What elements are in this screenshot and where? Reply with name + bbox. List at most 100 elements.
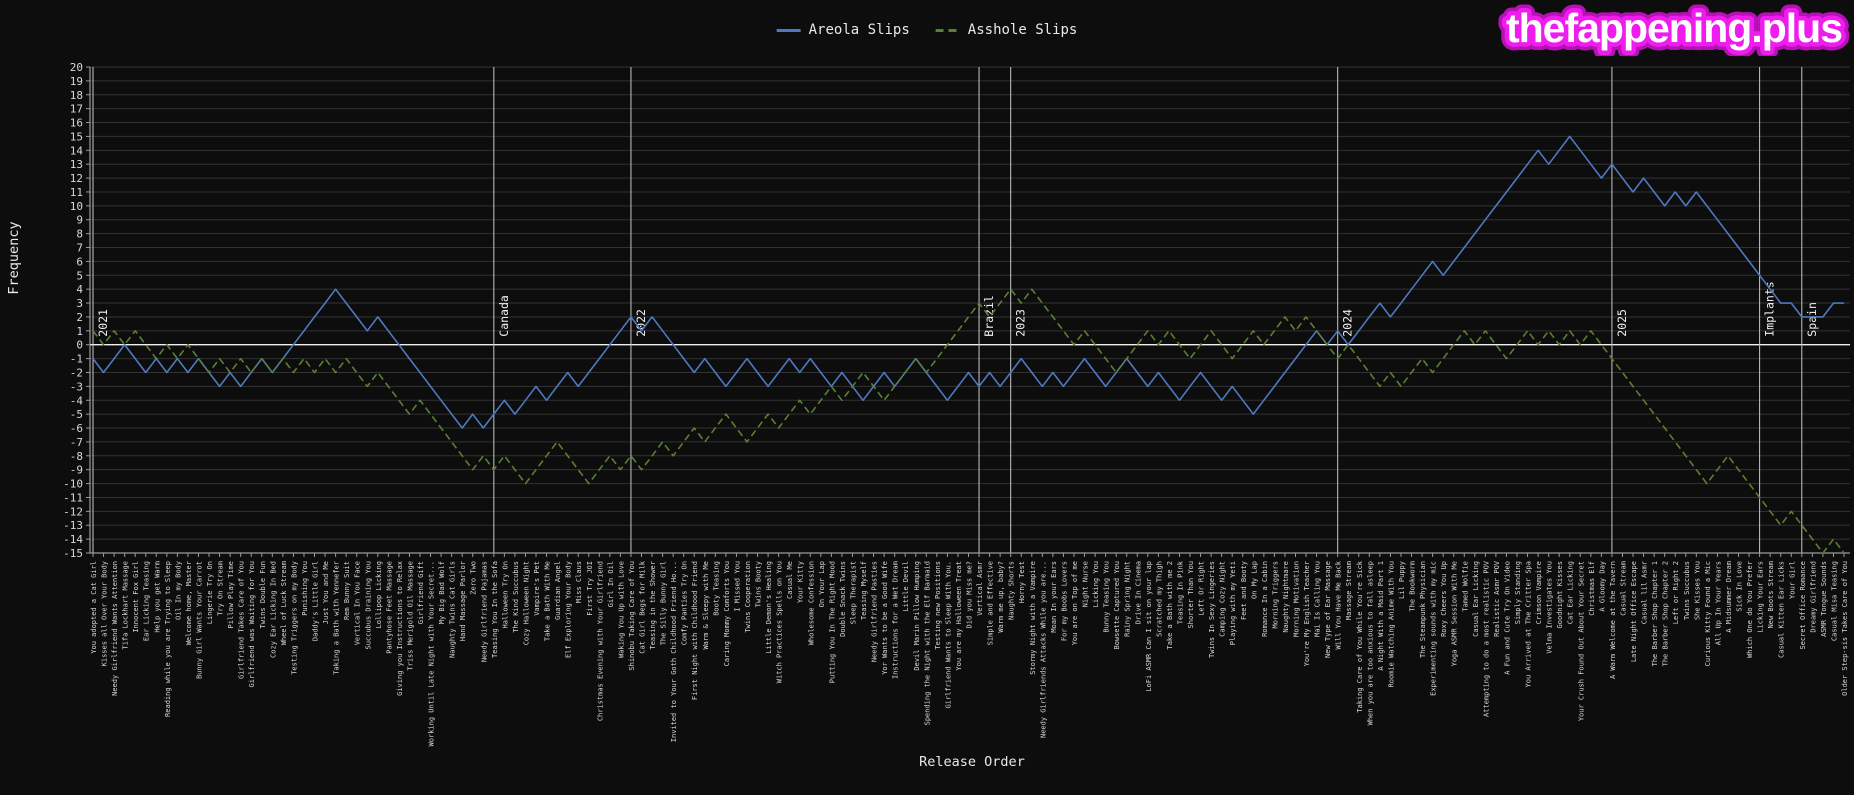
- x-tick-label: Girlfriend was Waiting for You: [248, 561, 256, 687]
- x-tick-label: Working Until Late Night with Your Secre…: [428, 561, 436, 746]
- x-tick-label: Romance In a Cabin: [1261, 561, 1269, 637]
- x-tick-label: Witch Practices Spells on You: [776, 561, 784, 683]
- x-tick-label: Try On Stream: [217, 561, 225, 616]
- x-tick-label: Night Nurse: [1082, 561, 1090, 607]
- x-tick-label: Sleep Therapist: [849, 561, 857, 624]
- y-tick-label: 19: [70, 75, 83, 88]
- x-tick-label: Giving you Instructions to Relax: [396, 561, 404, 696]
- y-tick-label: -8: [70, 450, 83, 463]
- x-tick-label: You are my Halloween Treat: [955, 561, 963, 671]
- y-tick-label: 7: [76, 242, 83, 255]
- annotation-label: Spain: [1805, 302, 1819, 337]
- x-tick-label: Velma Investigates You: [1546, 561, 1554, 654]
- y-tick-label: 9: [76, 214, 83, 227]
- annotation-label: Implants: [1763, 281, 1777, 336]
- x-tick-label: Twins Double Fun: [259, 561, 267, 628]
- y-tick-label: -14: [63, 533, 83, 546]
- x-tick-label: Lingerie Try On: [206, 561, 214, 624]
- x-tick-label: Attempting to do a most realistic POV: [1482, 560, 1490, 717]
- y-tick-label: -2: [70, 366, 83, 379]
- x-tick-label: Girl In Oil: [607, 561, 615, 607]
- y-tick-label: -9: [70, 464, 83, 477]
- y-tick-label: 3: [76, 297, 83, 310]
- annotation-label: 2024: [1341, 309, 1355, 337]
- x-tick-label: Taking Care of You While You're Sick: [1356, 560, 1364, 713]
- x-tick-label: Take a Bath with me 2: [1166, 561, 1174, 650]
- x-tick-label: Camping Cozy Night: [1219, 561, 1227, 637]
- x-tick-label: Sick In Love: [1736, 561, 1744, 612]
- series-asshole-slips: [92, 288, 1845, 554]
- x-tick-label: Morning Motivation: [1292, 561, 1300, 637]
- y-tick-label: 0: [76, 339, 83, 352]
- x-tick-label: Wholesome Confession: [807, 561, 815, 645]
- x-tick-label: First Night with Childhood Friend: [691, 561, 699, 700]
- x-tick-label: Shinobu Taking Care of You: [628, 561, 636, 671]
- x-tick-label: Dreamy Girlfriend: [1809, 561, 1817, 633]
- y-tick-label: 11: [70, 186, 83, 199]
- x-tick-label: Teasing In Pink: [1176, 560, 1184, 624]
- x-tick-label: Casual Kitten Ear Licks: [1778, 561, 1786, 658]
- x-tick-label: Cat Ear Licking: [1567, 561, 1575, 624]
- x-tick-label: Take a Bath With Me: [544, 561, 552, 641]
- x-tick-label: Rem Bunny Suit: [343, 561, 351, 620]
- x-tick-label: Twins Cooperation: [744, 561, 752, 633]
- y-tick-label: 15: [70, 130, 83, 143]
- annotation-label: 2023: [1014, 309, 1028, 337]
- x-tick-label: All Up In Your Years: [1714, 561, 1722, 645]
- axes: -15-14-13-12-11-10-9-8-7-6-5-4-3-2-10123…: [63, 61, 1850, 746]
- x-tick-label: Comfy Panties Try On: [681, 561, 689, 645]
- x-tick-label: Simply Standing: [1514, 561, 1522, 624]
- x-tick-label: Massage Stream: [1345, 561, 1353, 620]
- y-tick-label: 12: [70, 172, 83, 185]
- x-tick-label: Horny Test: [1018, 561, 1026, 603]
- x-tick-label: The Kind Succubus: [512, 561, 520, 633]
- x-tick-label: Lollipop Licking: [375, 561, 383, 628]
- annotation-label: 2021: [96, 309, 110, 337]
- x-tick-label: A Fun and Cute Try On Video: [1503, 561, 1511, 675]
- x-tick-label: Girlfriend Takes Care of You: [238, 561, 246, 679]
- x-tick-label: Your Kitty: [797, 561, 805, 603]
- y-tick-label: -1: [70, 353, 83, 366]
- x-tick-label: Spending the Night with the Elf Barmaid: [923, 561, 931, 725]
- asshole-slips-line-swatch: [935, 28, 960, 32]
- x-tick-label: New Boots Stream: [1767, 561, 1775, 628]
- x-tick-label: A Midsummer Dream: [1725, 561, 1733, 633]
- x-tick-label: You adopted a Cat Girl: [90, 561, 98, 654]
- x-tick-label: Halloween Try On: [501, 561, 509, 628]
- data-series: [92, 135, 1845, 554]
- x-tick-label: Triss Merigold Oil Massage: [406, 561, 414, 671]
- x-tick-label: Goodnight Kisses: [1556, 561, 1564, 628]
- x-tick-label: Succubus Draining You: [364, 561, 372, 650]
- x-tick-label: Scratched my Thigh: [1155, 561, 1163, 637]
- x-axis-title: Release Order: [919, 754, 1025, 770]
- areola-slips-line-swatch: [776, 28, 801, 32]
- x-tick-label: Instructions for a Wet Dream: [892, 561, 900, 679]
- x-tick-label: Roomie Watching Anime With You: [1387, 561, 1395, 687]
- x-tick-label: Punishing You: [301, 561, 309, 616]
- x-tick-label: Warm me up, baby?: [997, 561, 1005, 633]
- y-tick-label: 13: [70, 158, 83, 171]
- x-tick-label: The Steampunk Physician: [1419, 561, 1427, 658]
- x-tick-label: You're My English Teacher: [1303, 561, 1311, 666]
- x-tick-label: Rainy Spring Night: [1124, 561, 1132, 637]
- x-tick-label: Playing with my Yeti: [1229, 561, 1237, 645]
- x-tick-label: Feet and Booty: [1240, 561, 1248, 620]
- x-tick-label: Morning Triggers: [1271, 561, 1279, 628]
- x-tick-label: Cozy Halloween Night: [522, 561, 530, 645]
- x-tick-label: Older Step-sis Takes Care of You: [1841, 561, 1849, 696]
- y-tick-label: 20: [70, 61, 83, 74]
- x-tick-label: On Your Lap: [818, 561, 826, 607]
- x-tick-label: Realistic Asmr POV: [1493, 560, 1501, 637]
- x-tick-label: Naughty Twins Cat Girls: [449, 561, 457, 658]
- x-tick-label: A Gloomy Day: [1598, 561, 1606, 612]
- legend-item-asshole-slips: Asshole Slips: [935, 22, 1077, 38]
- x-tick-label: Help you get Warm: [153, 561, 161, 633]
- x-tick-label: Pantyhose Feet Massage: [385, 561, 393, 654]
- x-tick-label: Warm & Sleepy with Me: [702, 561, 710, 650]
- x-tick-label: Twins Succubus: [1683, 561, 1691, 620]
- x-tick-label: Cozy Ear Licking In Bed: [269, 561, 277, 658]
- x-tick-label: A Night With a Maid Part 1: [1377, 561, 1385, 671]
- x-tick-label: Guardian Angel: [554, 561, 562, 620]
- x-tick-label: Hand Massage Parlor: [459, 561, 467, 641]
